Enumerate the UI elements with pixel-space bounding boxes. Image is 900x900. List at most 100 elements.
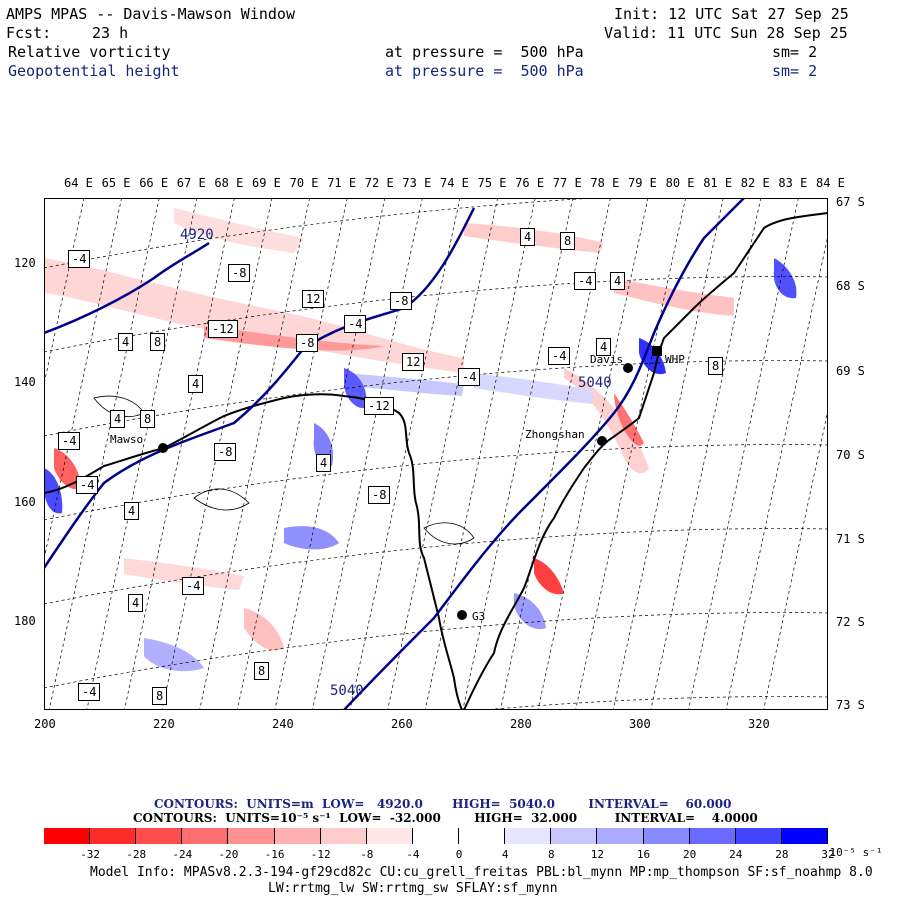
lat-label: 68 S: [836, 279, 865, 293]
vorticity-contour-label: -12: [208, 320, 238, 338]
colorbar-tick: 8: [547, 848, 555, 861]
vorticity-contour-label: 4: [316, 454, 332, 472]
station-zhongshan-dot: [597, 436, 607, 446]
station-markers: [158, 346, 662, 620]
colorbar-tick: 24: [729, 848, 743, 861]
colorbar-tick: -24: [172, 848, 193, 861]
height-contour-5040: [343, 198, 745, 710]
x-tick-label: 280: [510, 717, 532, 731]
vorticity-contour-label: 8: [560, 232, 576, 250]
map-frame: [44, 198, 828, 710]
colorbar-segment: [551, 828, 598, 844]
colorbar-tick: -4: [406, 848, 420, 861]
vorticity-contour-label: -4: [548, 347, 571, 365]
neg-vorticity-band: [44, 258, 464, 373]
x-tick-label: 320: [748, 717, 770, 731]
vort-contour-b: [423, 522, 475, 545]
vorticity-contour-label: 4: [188, 375, 204, 393]
pos-vorticity-band2: [474, 373, 594, 404]
colorbar-segment: [228, 828, 275, 844]
lon-label: 74 E: [440, 176, 469, 190]
lon-label: 70 E: [289, 176, 319, 190]
neg-vorticity-north: [174, 208, 304, 253]
station-davis-dot: [623, 363, 633, 373]
height-label-5040-south: 5040: [330, 683, 364, 699]
vorticity-contour-label: 4: [128, 594, 144, 612]
vorticity-contour-label: 8: [150, 333, 166, 351]
lon-label: 69 E: [252, 176, 281, 190]
x-tick-label: 220: [153, 717, 175, 731]
lon-label: 73 E: [402, 176, 432, 190]
colorbar-segment: [781, 828, 828, 844]
vorticity-contour-label: 8: [140, 410, 156, 428]
vorticity-contour-label: 8: [708, 357, 724, 375]
vorticity-contour-label: -4: [344, 315, 367, 333]
pos-vorticity-band: [344, 373, 464, 396]
lon-label: 75 E: [477, 176, 507, 190]
colorbar-tick: 0: [455, 848, 463, 861]
vorticity-contour-info: CONTOURS: UNITS=10⁻⁵ s⁻¹ LOW= -32.000 HI…: [133, 811, 758, 825]
colorbar-tick: 32: [821, 848, 835, 861]
lon-label: 68 E: [214, 176, 244, 190]
vorticity-contour-label: 4: [610, 272, 626, 290]
vorticity-contour-label: -8: [228, 264, 251, 282]
neg-vorticity-core: [204, 326, 384, 351]
neg-vorticity-sw2: [124, 558, 244, 590]
station-label-g3: G3: [472, 610, 486, 623]
y-tick-label: 120: [14, 256, 36, 270]
pos-vorticity-sw: [144, 638, 204, 672]
field1-name: Relative vorticity: [8, 43, 171, 61]
vorticity-contour-label: -8: [214, 443, 237, 461]
lat-label: 69 S: [836, 364, 865, 378]
y-tick-label: 140: [14, 375, 36, 389]
lon-label: 64 E: [64, 176, 93, 190]
x-tick-label: 300: [629, 717, 651, 731]
vorticity-shading: [44, 208, 797, 672]
station-label-davis: Davis: [590, 353, 624, 366]
colorbar-tick: 12: [590, 848, 605, 861]
lon-label: 81 E: [703, 176, 733, 190]
colorbar-segment: [735, 828, 782, 844]
colorbar-tick: 20: [683, 848, 697, 861]
colorbar-segment: [459, 828, 506, 844]
height-label-5040-mid: 5040: [578, 375, 612, 391]
vorticity-contour-label: 12: [402, 353, 425, 371]
lon-label: 80 E: [665, 176, 695, 190]
station-mawson-dot: [158, 443, 168, 453]
colorbar-segment: [136, 828, 183, 844]
lon-label: 84 E: [816, 176, 845, 190]
vorticity-contour-label: 4: [520, 228, 536, 246]
neg-vorticity-sw: [244, 608, 284, 651]
model-info: Model Info: MPASv8.2.3-194-gf29cd82c CU:…: [90, 865, 873, 880]
vorticity-map: [44, 198, 828, 710]
station-g3-dot: [457, 610, 467, 620]
field1-smoothing: sm= 2: [772, 43, 818, 61]
vorticity-contour-label: 8: [254, 662, 270, 680]
lat-label: 73 S: [836, 698, 865, 712]
colorbar-tick: -20: [218, 848, 239, 861]
colorbar-tick: 16: [636, 848, 651, 861]
field2-smoothing: sm= 2: [772, 62, 818, 80]
vorticity-contour-label: 4: [118, 333, 134, 351]
lat-label: 70 S: [836, 448, 865, 462]
forecast-label: Fcst:: [6, 24, 52, 42]
lon-label: 72 E: [364, 176, 394, 190]
vorticity-contour-label: -4: [458, 368, 481, 386]
lon-label: 76 E: [515, 176, 545, 190]
vorticity-contour-label: -8: [390, 292, 413, 310]
height-contour-info: CONTOURS: UNITS=m LOW= 4920.0 HIGH= 5040…: [154, 797, 732, 811]
lat-label: 71 S: [836, 532, 865, 546]
colorbar-segment: [44, 828, 91, 844]
colorbar-tick: 4: [501, 848, 509, 861]
colorbar-tick: -32: [80, 848, 101, 861]
vorticity-contour-label: -8: [368, 486, 391, 504]
vorticity-contour-label: 4: [596, 338, 612, 356]
pos-vorticity-south2: [514, 593, 546, 630]
colorbar-tick: -16: [264, 848, 285, 861]
pos-vorticity-south: [284, 526, 339, 550]
field2-name: Geopotential height: [8, 62, 180, 80]
neg-vorticity-east: [614, 278, 734, 316]
lon-label: 77 E: [552, 176, 582, 190]
neg-vorticity-west: [54, 448, 82, 490]
height-contour-4920: [44, 241, 210, 335]
